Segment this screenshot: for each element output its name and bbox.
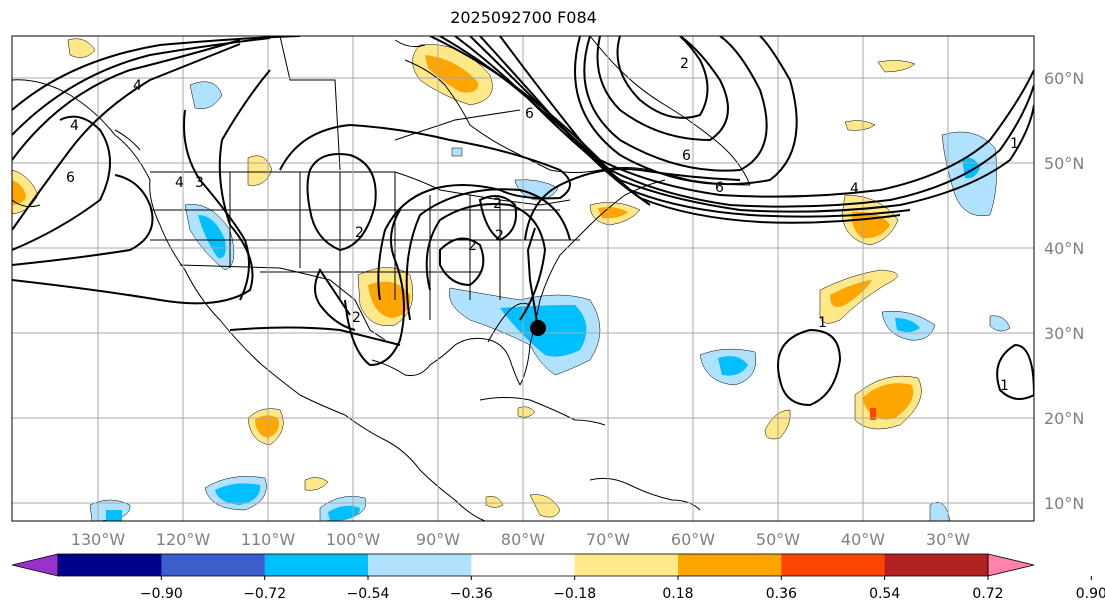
contour-label: 6 (66, 170, 75, 186)
anomaly-region (328, 505, 360, 521)
lat-tick-label: 30°N (1044, 324, 1084, 343)
anomaly-region (895, 318, 920, 333)
anomaly-region (830, 280, 872, 308)
lat-tick-label: 20°N (1044, 409, 1084, 428)
lat-tick-label: 10°N (1044, 494, 1084, 513)
colorbar-tick-label: −0.90 (140, 586, 183, 602)
anomaly-region (106, 510, 122, 521)
anomaly-region (514, 179, 559, 201)
colorbar-extend-high (987, 553, 1035, 577)
contour-label: 2 (495, 228, 504, 244)
colorbar: −0.90 −0.72 −0.54 −0.36 −0.18 0.18 0.36 0.54 0.7… (11, 553, 1105, 602)
lon-tick-label: 110°W (241, 530, 296, 549)
contour-label: 4 (133, 78, 142, 94)
colorbar-segment (368, 554, 472, 576)
colorbar-tick-label: 0.72 (972, 586, 1003, 602)
anomaly-region (819, 269, 898, 324)
colorbar-tick-label: −0.36 (450, 586, 493, 602)
colorbar-segment (471, 554, 576, 576)
contour-label: 1 (1010, 136, 1019, 152)
contour-label: 2 (355, 225, 364, 241)
contour-label: 4 (175, 175, 184, 191)
anomaly-region (198, 215, 226, 259)
lon-tick-label: 80°W (501, 530, 545, 549)
contour-label: 1 (1000, 378, 1009, 394)
graticule (12, 36, 1034, 521)
anomaly-region (255, 415, 279, 438)
latitude-axis: 60°N 50°N 40°N 30°N 20°N 10°N (1044, 69, 1084, 513)
colorbar-segment (161, 554, 266, 576)
contour-label: 6 (682, 148, 691, 164)
lon-tick-label: 90°W (416, 530, 460, 549)
anomaly-region (451, 147, 463, 157)
anomaly-region (67, 38, 96, 58)
contour-label: 2 (352, 310, 361, 326)
contour-lines (12, 36, 1034, 407)
contour-label: 6 (715, 180, 724, 196)
anomaly-region (870, 408, 876, 420)
colorbar-tick-label: −0.72 (243, 586, 286, 602)
colorbar-segment (781, 554, 886, 576)
lon-tick-label: 100°W (326, 530, 381, 549)
anomaly-region (598, 207, 628, 219)
colorbar-segment (58, 554, 162, 576)
colorbar-tick-label: −0.18 (553, 586, 596, 602)
anomaly-region (12, 180, 26, 205)
longitude-axis: 130°W 120°W 110°W 100°W 90°W 80°W 70°W 6… (71, 530, 970, 549)
contour-label: 4 (850, 181, 859, 197)
coastlines (12, 36, 751, 521)
shaded-anomalies (12, 38, 1011, 521)
lat-tick-label: 60°N (1044, 69, 1084, 88)
contour-label: 3 (195, 175, 204, 191)
colorbar-tick-label: 0.90 (1076, 586, 1105, 602)
contour-label: 2 (493, 196, 502, 212)
colorbar-tick-label: 0.54 (869, 586, 900, 602)
anomaly-region (529, 494, 561, 518)
lon-tick-label: 30°W (926, 530, 970, 549)
anomaly-region (215, 483, 261, 505)
colorbar-segment (884, 554, 989, 576)
colorbar-border (57, 553, 989, 577)
lon-tick-label: 70°W (586, 530, 630, 549)
anomaly-region (877, 60, 916, 73)
anomaly-region (989, 315, 1011, 332)
lat-tick-label: 40°N (1044, 239, 1084, 258)
anomaly-region (189, 81, 223, 109)
colorbar-segment (574, 554, 679, 576)
lon-tick-label: 120°W (156, 530, 211, 549)
lon-tick-label: 60°W (671, 530, 715, 549)
storm-center-dot-icon (530, 320, 546, 336)
contour-label: 2 (680, 56, 689, 72)
contour-labels: 4 4 6 4 3 2 2 2 2 2 6 2 6 6 4 1 1 1 (66, 56, 1019, 394)
colorbar-tick-label: 0.36 (766, 586, 797, 602)
contour-label: 2 (468, 238, 477, 254)
anomaly-region (304, 477, 329, 491)
contour-label: 6 (525, 106, 534, 122)
contour-label: 4 (70, 118, 79, 134)
storm-track-line (526, 227, 539, 329)
anomaly-region (718, 356, 748, 376)
anomaly-region (844, 120, 876, 131)
lon-tick-label: 50°W (756, 530, 800, 549)
map-title: 2025092700 F084 (450, 8, 597, 27)
colorbar-tick-label: 0.18 (662, 586, 693, 602)
colorbar-segment (678, 554, 782, 576)
colorbar-tick-label: −0.54 (347, 586, 390, 602)
anomaly-region (485, 496, 504, 508)
lon-tick-label: 40°W (841, 530, 885, 549)
lat-tick-label: 50°N (1044, 154, 1084, 173)
colorbar-extend-low (11, 553, 59, 577)
contour-label: 1 (818, 315, 827, 331)
anomaly-region (517, 406, 536, 418)
lon-tick-label: 130°W (71, 530, 126, 549)
colorbar-segment (264, 554, 369, 576)
